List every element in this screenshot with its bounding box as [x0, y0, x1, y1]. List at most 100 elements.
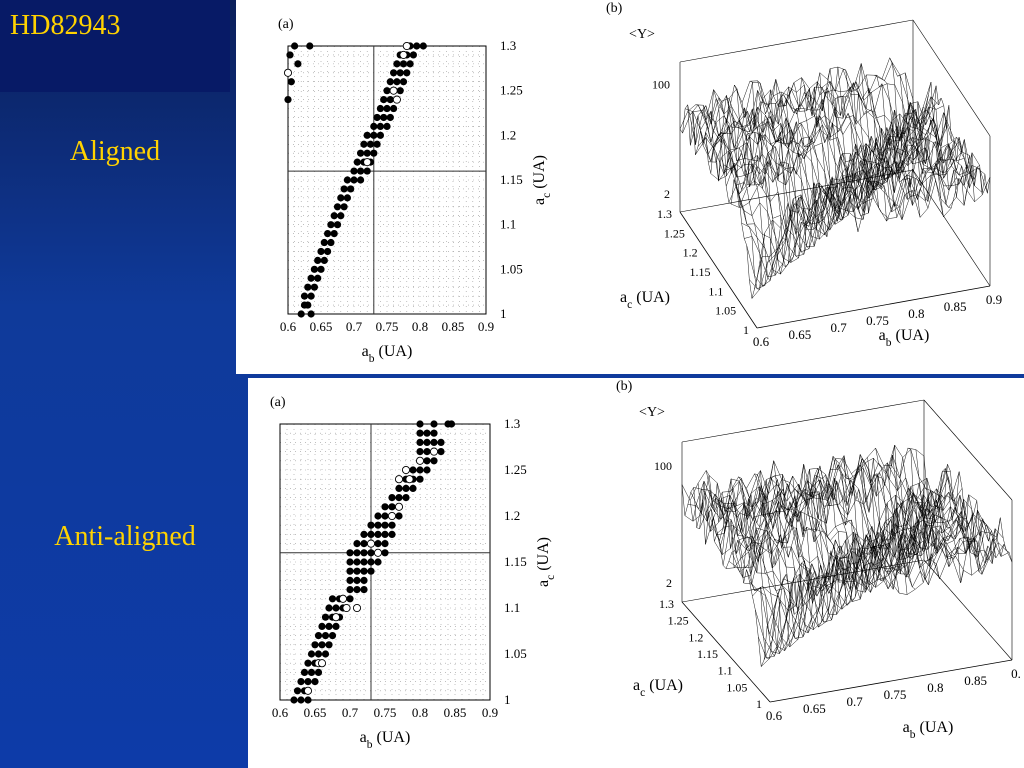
scatter-0-point-filled — [304, 283, 312, 291]
scatter-0-point-filled — [360, 140, 368, 148]
surface-1-axis-front — [756, 285, 991, 329]
scatter-0-point-filled — [366, 140, 375, 148]
surface-1-xtick-label: 0.75 — [866, 313, 889, 328]
scatter-2-point-open — [394, 502, 404, 511]
scatter-0-point-filled — [399, 60, 408, 68]
scatter-2-ytick-label: 1.3 — [504, 416, 520, 431]
scatter-2-point-open — [401, 465, 411, 475]
surface-1-axis-left — [679, 211, 758, 329]
scatter-2-point-filled — [381, 503, 389, 511]
surface-3-axis-front — [769, 659, 1013, 703]
scatter-2-point-filled — [423, 448, 431, 456]
slide-title: HD82943 — [10, 10, 121, 41]
scatter-0-point-filled — [284, 96, 292, 104]
surface-3-ztick-label: 100 — [654, 459, 672, 473]
scatter-0-point-filled — [350, 167, 358, 175]
scatter-0-point-filled — [300, 292, 309, 300]
scatter-0-xtick-label: 0.6 — [280, 319, 297, 334]
scatter-0-point-filled — [286, 51, 294, 59]
scatter-2-point-filled — [374, 521, 382, 529]
scatter-0-point-filled — [333, 203, 342, 211]
scatter-0-point-filled — [370, 122, 378, 130]
scatter-2-point-filled — [360, 567, 368, 575]
scatter-2-xtick-label: 0.8 — [412, 705, 428, 720]
scatter-2-point-open — [373, 548, 383, 557]
scatter-0-xtick-label: 0.75 — [376, 319, 399, 334]
scatter-2-ytick-label: 1.05 — [504, 646, 527, 661]
scatter-2-point-open — [394, 475, 404, 484]
surface-1-xtick-label: 0.65 — [788, 327, 811, 342]
scatter-0-point-filled — [353, 158, 361, 166]
scatter-2-point-filled — [304, 696, 312, 704]
scatter-2-point-filled — [423, 457, 431, 465]
surface-3-surface-mesh — [681, 444, 1013, 668]
scatter-0-point-filled — [324, 230, 332, 238]
surface-3-ytick-label: 1 — [756, 697, 762, 711]
scatter-0-point-filled — [343, 176, 351, 184]
scatter-2-point-filled — [321, 650, 330, 658]
scatter-0-point-filled — [357, 176, 365, 184]
scatter-0-point-filled — [343, 194, 351, 202]
scatter-2-point-filled — [290, 696, 298, 704]
scatter-2-ylabel-text: ac (UA) — [535, 537, 557, 587]
scatter-2-point-filled — [416, 438, 424, 446]
scatter-2-point-filled — [430, 457, 438, 465]
scatter-0-point-filled — [386, 96, 394, 104]
scatter-2-xtick-label: 0.7 — [342, 705, 359, 720]
scatter-0-point-filled — [314, 256, 322, 264]
scatter-2-point-filled — [416, 429, 424, 437]
scatter-0-point-filled — [297, 310, 305, 318]
scatter-0-xtick-label: 0.65 — [310, 319, 333, 334]
anti-aligned-label: Anti-aligned — [54, 521, 196, 552]
surface-3-xlabel: ab (UA) — [903, 719, 954, 741]
scatter-0-point-filled — [363, 149, 371, 157]
surface-3-zlabel: <Y> — [639, 405, 665, 420]
scatter-0-xtick-label: 0.7 — [346, 319, 363, 334]
scatter-0-point-filled — [393, 78, 401, 86]
scatter-2-point-filled — [353, 586, 361, 594]
scatter-2-point-filled — [416, 420, 424, 428]
scatter-2-frame — [279, 423, 491, 701]
scatter-2-xtick-label: 0.75 — [374, 705, 397, 720]
scatter-2-point-filled — [388, 494, 396, 502]
scatter-0-point-filled — [307, 274, 315, 282]
surface-3-axis-left — [681, 601, 771, 703]
scatter-2-point-filled — [321, 632, 330, 640]
scatter-0-point-filled — [337, 194, 345, 202]
scatter-2-point-filled — [374, 558, 382, 566]
surface-3-xtick-label: 0.75 — [884, 687, 907, 702]
scatter-2-point-filled — [402, 484, 410, 492]
scatter-0-point-filled — [306, 42, 314, 50]
surface-1-ytick-label: 1.1 — [708, 284, 723, 298]
scatter-2-point-filled — [346, 595, 354, 603]
scatter-2-point-open — [405, 475, 414, 484]
scatter-0-point-filled — [376, 104, 384, 113]
scatter-2-point-filled — [360, 586, 368, 594]
scatter-2-point-filled — [367, 521, 375, 529]
scatter-2-xtick-label: 0.65 — [304, 705, 327, 720]
surface-3-ytick-label: 1.1 — [718, 664, 733, 678]
surface-3-xtick-label: 0.8 — [927, 680, 943, 695]
scatter-0-point-filled — [383, 87, 391, 95]
surface-1-ylabel-text: ac (UA) — [620, 289, 670, 311]
surface-3-ytick-label: 1.15 — [697, 647, 718, 661]
surface-1-box-top — [912, 19, 991, 137]
scatter-2-ytick-label: 1 — [504, 692, 511, 707]
surface-1-surface-mesh — [679, 57, 991, 299]
surface-1-box-back — [679, 169, 914, 213]
scatter-2-point-filled — [353, 549, 361, 557]
scatter-2-point-filled — [367, 530, 375, 539]
surface-1-xtick-label: 0.8 — [908, 306, 924, 321]
scatter-2-point-filled — [321, 613, 330, 621]
surface-3-box-top — [923, 399, 1013, 501]
surface-3-xlabel-text: ab (UA) — [903, 719, 954, 741]
scatter-0-ytick-label: 1.3 — [500, 38, 516, 53]
scatter-0-point-filled — [373, 140, 381, 148]
scatter-2-point-filled — [360, 549, 368, 557]
scatter-2-point-filled — [374, 512, 382, 520]
scatter-0-xlabel-text: ab (UA) — [362, 343, 413, 365]
surface-3-xtick-label: 0.85 — [964, 673, 987, 688]
scatter-2-xtick-label: 0.6 — [272, 705, 289, 720]
scatter-0-point-filled — [294, 60, 302, 68]
scatter-0-point-filled — [383, 122, 391, 130]
